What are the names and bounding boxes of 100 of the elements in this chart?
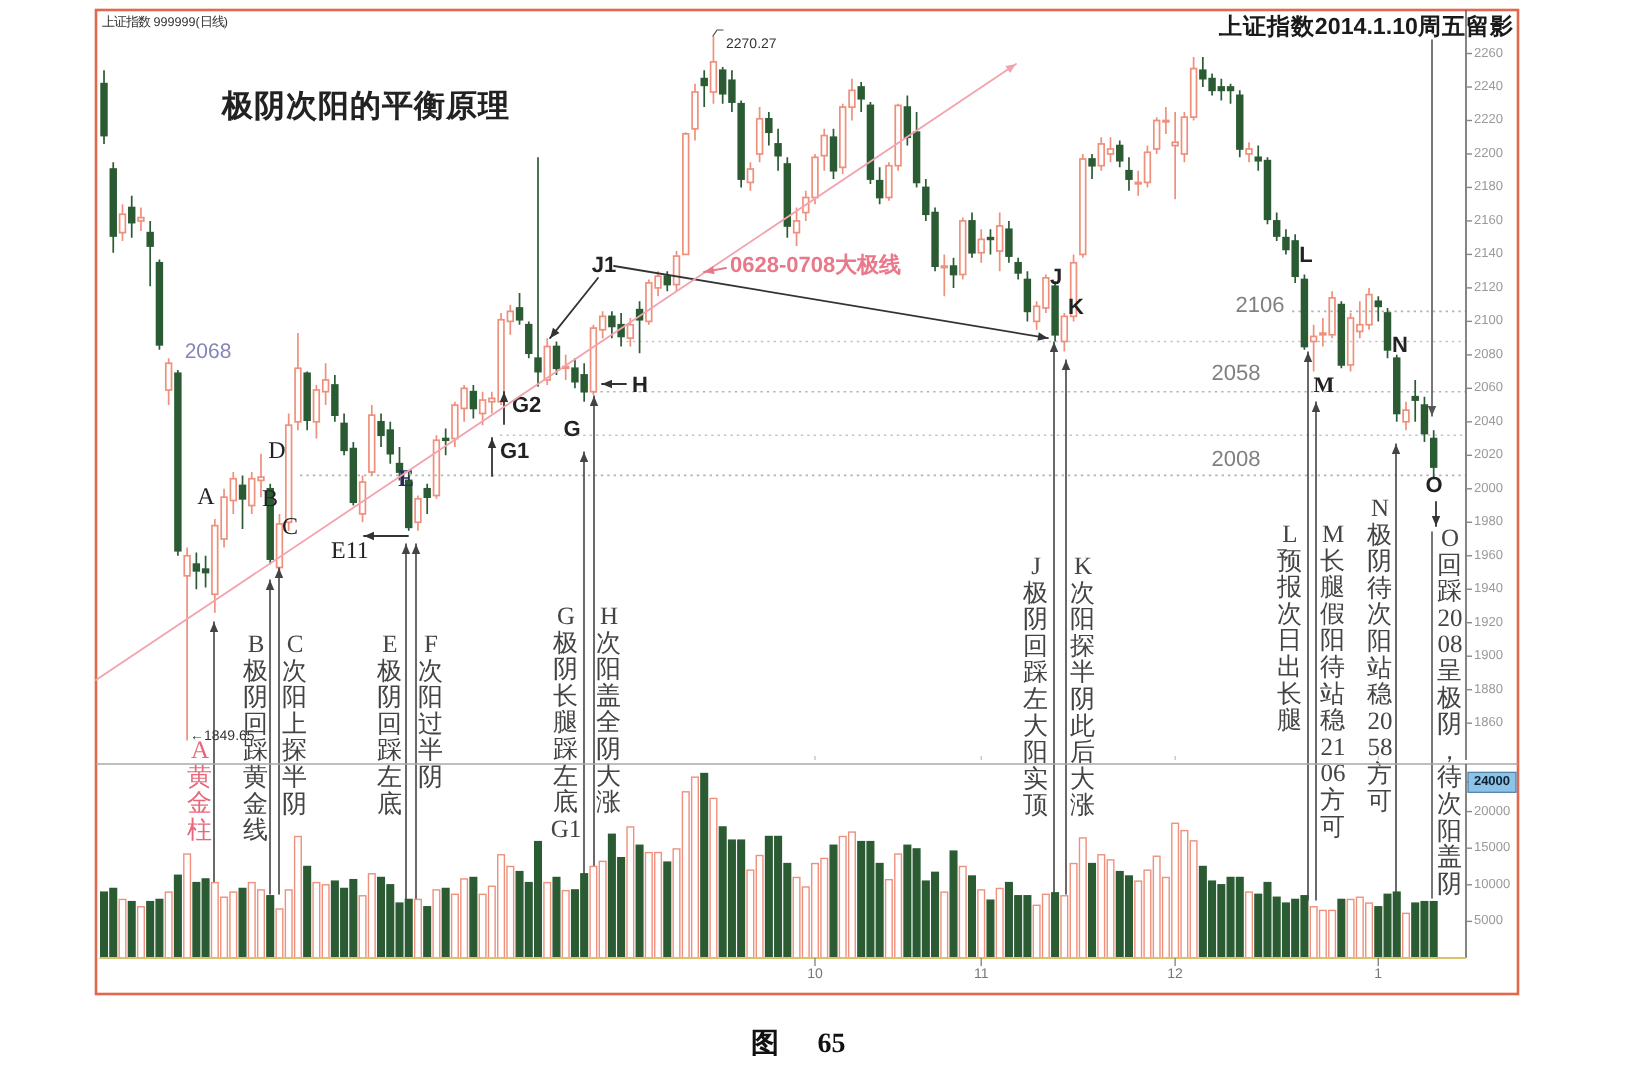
candlestick	[1236, 89, 1244, 159]
candlestick	[515, 292, 524, 326]
bar	[635, 844, 644, 959]
bar	[303, 865, 312, 959]
candlestick	[423, 482, 431, 515]
bar	[561, 889, 570, 959]
candlestick	[755, 106, 764, 164]
candlestick	[238, 474, 247, 530]
bar	[293, 835, 302, 959]
candlestick	[1088, 153, 1096, 180]
bar	[118, 898, 127, 959]
annotation: C次阳上探半阴	[282, 630, 308, 818]
bar	[256, 889, 266, 959]
bar	[432, 889, 441, 959]
text: M长腿假阳待站稳2106方可	[1320, 520, 1346, 841]
candlestick	[331, 374, 339, 423]
candlestick	[183, 546, 191, 742]
candlestick	[949, 256, 958, 289]
candlestick	[663, 270, 671, 293]
bar	[1337, 898, 1346, 959]
text: G极阴长腿踩左底G1	[550, 602, 582, 843]
bar	[1124, 875, 1133, 959]
candlestick	[783, 156, 792, 239]
bar	[164, 891, 173, 959]
candlestick	[128, 194, 136, 239]
bar	[626, 826, 635, 959]
candlestick	[959, 216, 967, 281]
bar	[663, 861, 672, 959]
annotation: N	[1392, 334, 1409, 358]
candlestick	[414, 494, 422, 532]
candlestick	[700, 69, 708, 108]
bar	[377, 876, 386, 959]
candlestick	[737, 99, 745, 189]
candlestick	[912, 111, 921, 189]
bar	[136, 906, 145, 959]
bar	[552, 876, 561, 959]
candlestick	[1106, 136, 1115, 164]
annotation: H	[632, 374, 648, 398]
bar	[266, 895, 275, 959]
candlestick	[857, 81, 865, 113]
annotation: B	[261, 484, 279, 512]
candlestick	[765, 111, 773, 147]
annotation: J	[1049, 266, 1063, 290]
bar	[1078, 837, 1087, 959]
candlestick	[118, 203, 127, 242]
bar	[829, 844, 838, 959]
candlestick	[986, 228, 995, 256]
candlestick	[1116, 139, 1124, 169]
candlestick	[534, 156, 542, 388]
bar	[986, 899, 995, 959]
candlestick	[303, 370, 311, 432]
bar	[1244, 891, 1254, 959]
text: K次阳探半阴此后大涨	[1070, 552, 1096, 820]
annotation: 2068	[184, 340, 232, 364]
annotation: H次阳盖全阴大涨	[596, 602, 622, 817]
candlestick	[1272, 211, 1281, 242]
candlestick	[525, 320, 533, 360]
bar	[441, 887, 450, 959]
candlestick	[100, 69, 108, 145]
annotation: E11	[331, 536, 369, 564]
bar	[810, 862, 820, 959]
bar	[543, 881, 552, 959]
candlestick	[1023, 270, 1032, 323]
candlestick	[543, 337, 551, 386]
candlestick	[1309, 323, 1318, 373]
annotation: G	[563, 418, 581, 442]
bar	[413, 898, 422, 959]
candlestick	[192, 551, 201, 591]
bar	[1235, 876, 1244, 959]
bar	[857, 840, 866, 959]
candlestick	[312, 384, 321, 440]
candlestick	[995, 211, 1004, 273]
candlestick	[968, 211, 976, 259]
annotation: G2	[512, 394, 542, 418]
bar	[1041, 893, 1050, 959]
bar	[533, 840, 543, 959]
candlestick	[792, 206, 801, 247]
bar	[367, 873, 376, 959]
bar	[423, 906, 432, 959]
annotation: 上证指数2014.1.10周五留影	[1216, 12, 1514, 40]
ref-line-label: 2058	[1211, 362, 1261, 386]
candlestick	[1014, 256, 1022, 281]
annotation: A	[197, 482, 216, 510]
candlestick	[977, 228, 985, 264]
candlestick	[1374, 295, 1382, 323]
candlestick	[1429, 429, 1438, 478]
candlestick	[146, 220, 154, 288]
annotation: M	[1313, 374, 1336, 398]
candlestick	[368, 404, 376, 477]
bar	[958, 865, 967, 959]
bar	[146, 900, 155, 959]
candlestick	[875, 166, 884, 206]
ref-line-label: 2106	[1235, 294, 1285, 318]
bar	[709, 797, 718, 959]
bar	[173, 874, 182, 959]
candlestick	[201, 554, 210, 589]
bar	[690, 776, 699, 959]
candlestick	[441, 427, 450, 457]
candlestick	[774, 128, 782, 172]
candlestick	[691, 82, 699, 142]
